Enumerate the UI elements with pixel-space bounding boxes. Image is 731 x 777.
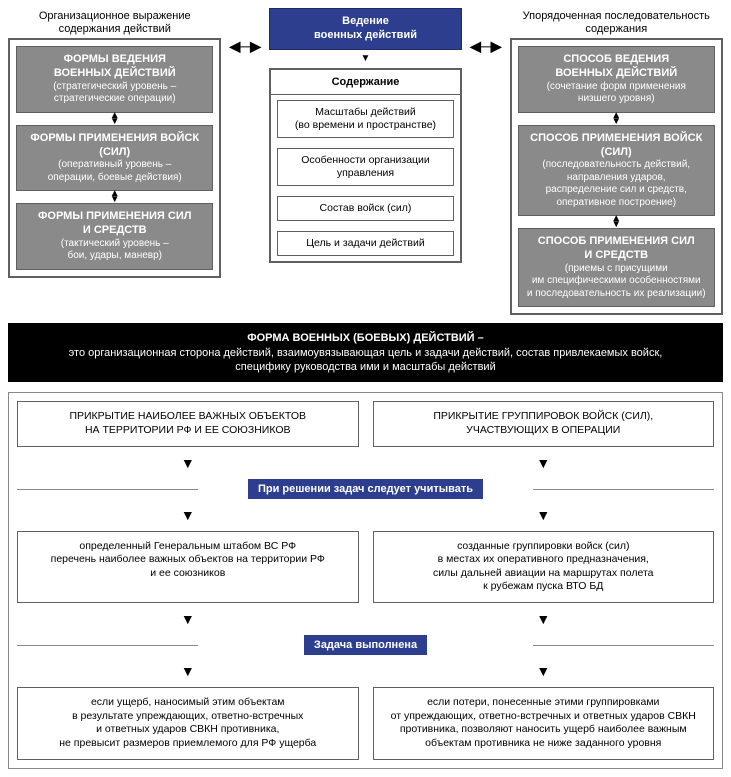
arrow-down-icon: ▼ [17, 455, 359, 471]
right-box-1: СПОСОБ ВЕДЕНИЯВОЕННЫХ ДЕЙСТВИЙ (сочетани… [518, 46, 715, 113]
left-b1-title: ФОРМЫ ВЕДЕНИЯВОЕННЫХ ДЕЙСТВИЙ [23, 53, 206, 81]
arrow-row: ▼ ▼ [17, 507, 714, 523]
left-box-1: ФОРМЫ ВЕДЕНИЯВОЕННЫХ ДЕЙСТВИЙ (стратегич… [16, 46, 213, 113]
center-stack-header: Содержание [271, 70, 460, 95]
ribbon-2: Задача выполнена [304, 635, 427, 655]
right-column: Упорядоченная последовательностьсодержан… [510, 8, 723, 315]
left-header: Организационное выражениесодержания дейс… [8, 8, 221, 38]
left-b2-sub: (оперативный уровень –операции, боевые д… [23, 159, 206, 184]
left-b3-title: ФОРМЫ ПРИМЕНЕНИЯ СИЛИ СРЕДСТВ [23, 210, 206, 238]
lower-r1-left: ПРИКРЫТИЕ НАИБОЛЕЕ ВАЖНЫХ ОБЪЕКТОВНА ТЕР… [17, 401, 359, 446]
left-box-2: ФОРМЫ ПРИМЕНЕНИЯ ВОЙСК (СИЛ) (оперативны… [16, 125, 213, 192]
arrow-row: ▼ ▼ [17, 663, 714, 679]
lower-row-1: ПРИКРЫТИЕ НАИБОЛЕЕ ВАЖНЫХ ОБЪЕКТОВНА ТЕР… [17, 401, 714, 446]
center-top-box: Ведениевоенных действий [269, 8, 462, 50]
arrow-left-right-icon: ◀─▶ [470, 8, 501, 55]
left-column: Организационное выражениесодержания дейс… [8, 8, 221, 278]
lower-r2-left: определенный Генеральным штабом ВС РФпер… [17, 531, 359, 604]
black-title: ФОРМА ВОЕННЫХ (БОЕВЫХ) ДЕЙСТВИЙ – [247, 332, 484, 344]
lower-r2-right: созданные группировки войск (сил)в места… [373, 531, 715, 604]
center-r1: Масштабы действий(во времени и пространс… [277, 100, 454, 138]
lower-r3-right: если потери, понесенные этими группировк… [373, 687, 715, 760]
arrow-row: ▼ ▼ [17, 611, 714, 627]
right-header: Упорядоченная последовательностьсодержан… [510, 8, 723, 38]
ribbon-1-wrap: При решении задач следует учитывать [17, 479, 714, 499]
center-column: Ведениевоенных действий ▼ Содержание Мас… [269, 8, 462, 263]
lower-row-3: если ущерб, наносимый этим объектамв рез… [17, 687, 714, 760]
right-b1-sub: (сочетание форм применениянизшего уровня… [525, 81, 708, 106]
arrow-updown-icon: ▲▼ [518, 113, 715, 125]
center-r4: Цель и задачи действий [277, 231, 454, 256]
lower-r3-left: если ущерб, наносимый этим объектамв рез… [17, 687, 359, 760]
center-r3: Состав войск (сил) [277, 196, 454, 221]
right-b3-title: СПОСОБ ПРИМЕНЕНИЯ СИЛИ СРЕДСТВ [525, 235, 708, 263]
ribbon-2-wrap: Задача выполнена [17, 635, 714, 655]
left-box-3: ФОРМЫ ПРИМЕНЕНИЯ СИЛИ СРЕДСТВ (тактическ… [16, 203, 213, 270]
arrow-down-icon: ▼ [17, 507, 359, 523]
arrow-down-icon: ▼ [373, 507, 715, 523]
top-section: Организационное выражениесодержания дейс… [8, 8, 723, 315]
lower-row-2: определенный Генеральным штабом ВС РФпер… [17, 531, 714, 604]
arrow-down-icon: ▼ [269, 56, 462, 62]
arrow-updown-icon: ▲▼ [518, 216, 715, 228]
center-stack: Содержание Масштабы действий(во времени … [269, 68, 462, 264]
right-outer: СПОСОБ ВЕДЕНИЯВОЕННЫХ ДЕЙСТВИЙ (сочетани… [510, 38, 723, 315]
arrow-down-icon: ▼ [373, 455, 715, 471]
ribbon-1: При решении задач следует учитывать [248, 479, 483, 499]
lower-r1-right: ПРИКРЫТИЕ ГРУППИРОВОК ВОЙСК (СИЛ),УЧАСТВ… [373, 401, 715, 446]
arrow-updown-icon: ▲▼ [16, 113, 213, 125]
black-definition-bar: ФОРМА ВОЕННЫХ (БОЕВЫХ) ДЕЙСТВИЙ – это ор… [8, 323, 723, 382]
right-box-2: СПОСОБ ПРИМЕНЕНИЯ ВОЙСК (СИЛ) (последова… [518, 125, 715, 217]
right-b3-sub: (приемы с присущимиим специфическими осо… [525, 263, 708, 301]
right-b1-title: СПОСОБ ВЕДЕНИЯВОЕННЫХ ДЕЙСТВИЙ [525, 53, 708, 81]
arrow-left-right-icon: ◀─▶ [229, 8, 260, 55]
right-b2-sub: (последовательность действий,направления… [525, 159, 708, 209]
left-b3-sub: (тактический уровень –бои, удары, маневр… [23, 238, 206, 263]
arrow-updown-icon: ▲▼ [16, 191, 213, 203]
arrow-down-icon: ▼ [17, 611, 359, 627]
left-b2-title: ФОРМЫ ПРИМЕНЕНИЯ ВОЙСК (СИЛ) [23, 132, 206, 160]
left-b1-sub: (стратегический уровень –стратегические … [23, 81, 206, 106]
arrow-down-icon: ▼ [373, 663, 715, 679]
right-b2-title: СПОСОБ ПРИМЕНЕНИЯ ВОЙСК (СИЛ) [525, 132, 708, 160]
arrow-down-icon: ▼ [17, 663, 359, 679]
arrow-down-icon: ▼ [373, 611, 715, 627]
right-box-3: СПОСОБ ПРИМЕНЕНИЯ СИЛИ СРЕДСТВ (приемы с… [518, 228, 715, 307]
left-outer: ФОРМЫ ВЕДЕНИЯВОЕННЫХ ДЕЙСТВИЙ (стратегич… [8, 38, 221, 278]
black-text: это организационная сторона действий, вз… [69, 347, 663, 373]
center-r2: Особенности организации управления [277, 148, 454, 186]
lower-section: ПРИКРЫТИЕ НАИБОЛЕЕ ВАЖНЫХ ОБЪЕКТОВНА ТЕР… [8, 392, 723, 768]
arrow-row: ▼ ▼ [17, 455, 714, 471]
